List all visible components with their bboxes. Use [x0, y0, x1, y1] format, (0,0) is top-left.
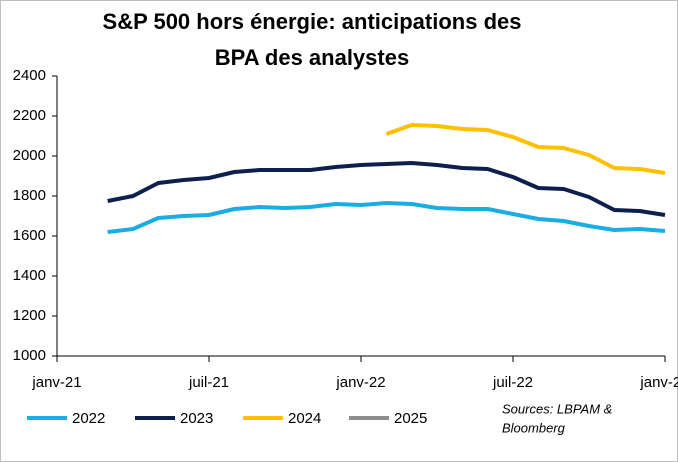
y-tick-label: 1800 [13, 187, 46, 204]
y-tick-label: 2400 [13, 67, 46, 84]
y-tick-label: 1000 [13, 347, 46, 364]
x-tick-label: janv-22 [335, 374, 385, 391]
x-tick-label: juil-22 [492, 374, 533, 391]
y-tick-label: 1400 [13, 267, 46, 284]
series-line [107, 201, 666, 234]
y-tick-label: 1200 [13, 307, 46, 324]
x-tick-label: janv-23 [639, 374, 678, 391]
series-line [107, 161, 666, 217]
legend-label: 2025 [394, 410, 427, 427]
x-tick-label: juil-21 [188, 374, 229, 391]
y-tick-label: 2200 [13, 107, 46, 124]
legend-label: 2024 [288, 410, 321, 427]
legend-label: 2023 [180, 410, 213, 427]
chart-title: BPA des analystes [215, 45, 409, 70]
y-tick-label: 2000 [13, 147, 46, 164]
chart-title: S&P 500 hors énergie: anticipations des [103, 9, 522, 34]
legend-label: 2022 [72, 410, 105, 427]
x-tick-label: janv-21 [31, 374, 81, 391]
source-note: Bloomberg [502, 420, 566, 435]
y-tick-label: 1600 [13, 227, 46, 244]
series-line [385, 123, 666, 175]
source-note: Sources: LBPAM & [502, 401, 612, 416]
